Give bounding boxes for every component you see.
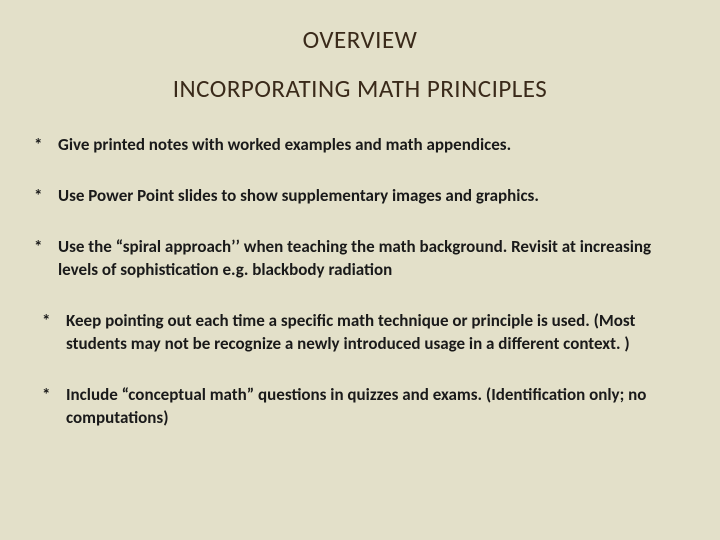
bullet-text: Give printed notes with worked examples … bbox=[58, 134, 511, 155]
list-item: *Give printed notes with worked examples… bbox=[28, 134, 692, 157]
slide-title-overview: OVERVIEW bbox=[28, 24, 692, 55]
bullet-text: Keep pointing out each time a specific m… bbox=[66, 310, 635, 354]
bullet-marker: * bbox=[34, 236, 58, 259]
list-item: *Use the “spiral approach’’ when teachin… bbox=[28, 236, 692, 282]
bullet-marker: * bbox=[42, 384, 66, 407]
list-item: *Keep pointing out each time a specific … bbox=[28, 310, 692, 356]
list-item: *Include “conceptual math” questions in … bbox=[28, 384, 692, 430]
slide-subtitle: INCORPORATING MATH PRINCIPLES bbox=[28, 73, 692, 104]
bullet-marker: * bbox=[42, 310, 66, 333]
bullet-marker: * bbox=[34, 185, 58, 208]
bullet-text: Use Power Point slides to show supplemen… bbox=[58, 185, 539, 206]
bullet-text: Include “conceptual math” questions in q… bbox=[66, 384, 646, 428]
bullet-list: *Give printed notes with worked examples… bbox=[28, 134, 692, 430]
bullet-text: Use the “spiral approach’’ when teaching… bbox=[58, 236, 651, 280]
list-item: *Use Power Point slides to show suppleme… bbox=[28, 185, 692, 208]
bullet-marker: * bbox=[34, 134, 58, 157]
